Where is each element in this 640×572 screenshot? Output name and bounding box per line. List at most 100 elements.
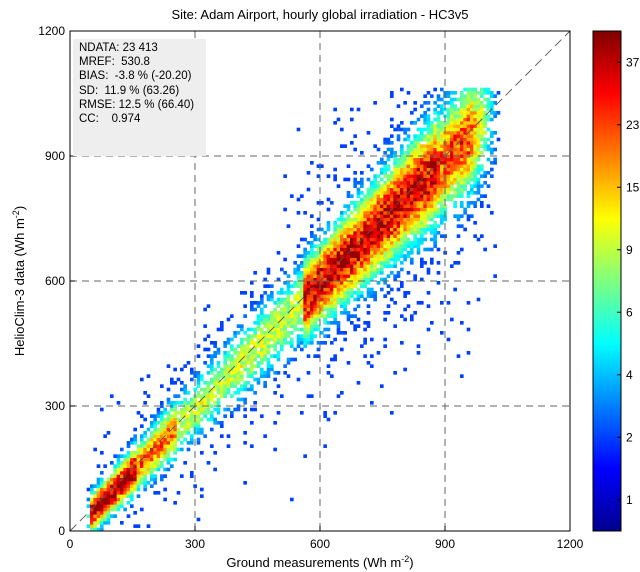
density-cell [270, 291, 274, 295]
density-cell [440, 207, 444, 212]
density-cell [313, 287, 317, 292]
density-cell [300, 411, 304, 415]
density-cell [240, 371, 244, 375]
density-cell [420, 167, 424, 172]
density-cell [213, 351, 217, 355]
density-cell [393, 127, 397, 132]
density-cell [206, 407, 211, 412]
density-cell [446, 167, 451, 172]
density-cell [446, 141, 451, 145]
density-cell [400, 174, 404, 178]
density-cell [266, 314, 271, 318]
density-cell [143, 441, 147, 445]
density-cell [293, 324, 297, 328]
density-cell [203, 307, 207, 312]
density-cell [370, 214, 374, 218]
density-cell [363, 197, 367, 202]
density-cell [90, 491, 94, 495]
density-cell [220, 391, 224, 395]
density-cell [163, 447, 167, 452]
density-cell [260, 367, 264, 372]
density-cell [333, 317, 337, 322]
density-cell [400, 251, 404, 255]
density-cell [360, 177, 364, 182]
density-cell [416, 204, 421, 208]
density-cell [370, 267, 374, 272]
density-cell [456, 151, 461, 155]
density-cell [333, 257, 337, 262]
density-cell [146, 471, 151, 475]
density-cell [480, 184, 484, 188]
density-cell [213, 451, 217, 455]
density-cell [343, 277, 347, 282]
density-cell [183, 461, 187, 465]
density-cell [316, 257, 321, 262]
density-cell [320, 297, 324, 302]
density-cell [233, 331, 237, 335]
density-cell [343, 254, 347, 258]
density-cell [303, 264, 307, 268]
density-cell [380, 161, 384, 165]
density-cell [480, 114, 484, 118]
density-cell [333, 227, 337, 232]
density-cell [473, 234, 477, 238]
density-cell [240, 347, 244, 352]
density-cell [336, 237, 341, 242]
density-cell [256, 324, 261, 328]
density-cell [203, 361, 207, 365]
density-cell [363, 234, 367, 238]
density-cell [143, 477, 147, 482]
density-cell [476, 137, 481, 142]
density-cell [313, 267, 317, 272]
density-cell [466, 107, 471, 112]
density-cell [263, 334, 267, 338]
density-cell [460, 151, 464, 155]
density-cell [396, 174, 401, 178]
density-cell [323, 274, 327, 278]
density-cell [463, 211, 467, 215]
density-cell [423, 247, 427, 252]
density-cell [326, 227, 331, 232]
density-cell [283, 327, 287, 332]
density-cell [433, 117, 437, 122]
density-cell [436, 144, 441, 148]
density-cell [323, 291, 327, 295]
density-cell [413, 157, 417, 162]
density-cell [470, 171, 474, 175]
density-cell [276, 341, 281, 345]
density-cell [453, 104, 457, 108]
density-cell [420, 171, 424, 175]
density-cell [326, 314, 331, 318]
density-cell [93, 524, 97, 528]
density-cell [113, 507, 117, 512]
density-cell [243, 481, 247, 485]
density-cell [430, 207, 434, 212]
density-cell [446, 157, 451, 162]
density-cell [490, 131, 494, 135]
density-cell [300, 194, 304, 198]
density-cell [460, 161, 464, 165]
density-cell [260, 374, 264, 378]
density-cell [433, 177, 437, 182]
density-cell [310, 331, 314, 335]
density-cell [410, 167, 414, 172]
density-cell [456, 157, 461, 162]
density-cell [456, 234, 461, 238]
density-cell [353, 264, 357, 268]
density-cell [413, 181, 417, 185]
density-cell [360, 291, 364, 295]
density-cell [423, 137, 427, 142]
density-cell [436, 281, 441, 285]
density-cell [276, 411, 281, 415]
density-cell [213, 344, 217, 348]
density-cell [93, 494, 97, 498]
density-cell [296, 337, 301, 342]
density-cell [440, 187, 444, 192]
density-cell [323, 301, 327, 305]
density-cell [386, 241, 391, 245]
density-cell [150, 467, 154, 472]
density-cell [460, 107, 464, 112]
density-cell [426, 194, 431, 198]
density-cell [183, 404, 187, 408]
density-cell [316, 317, 321, 322]
